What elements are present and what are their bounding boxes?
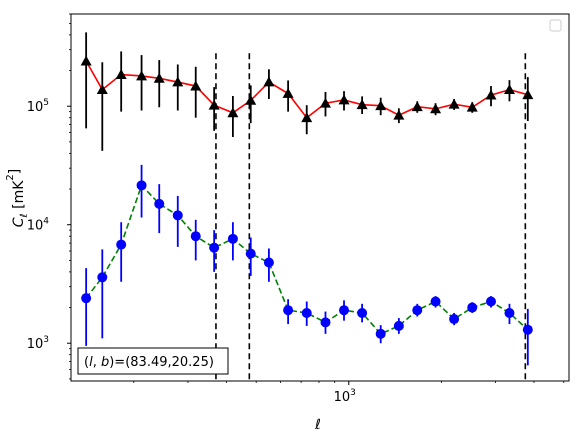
- data-point-triangle: [430, 103, 442, 114]
- data-point-triangle: [319, 97, 331, 108]
- data-point-circle: [136, 180, 147, 191]
- series-1: [80, 32, 534, 151]
- data-point-circle: [522, 324, 533, 335]
- annotation-frame: [77, 347, 229, 375]
- data-point-triangle: [227, 107, 239, 118]
- x-axis-label: ℓ: [314, 417, 321, 433]
- data-point-triangle: [466, 101, 478, 112]
- data-point-circle: [339, 305, 350, 316]
- data-point-circle: [301, 307, 312, 318]
- data-point-triangle: [208, 99, 220, 110]
- data-point-circle: [227, 233, 238, 244]
- annotation-box: (l, b)=(83.49,20.25): [77, 347, 229, 375]
- data-point-circle: [97, 272, 108, 283]
- data-point-triangle: [96, 84, 108, 95]
- data-point-triangle: [393, 109, 405, 120]
- plot-frame: [70, 13, 570, 382]
- data-point-circle: [449, 314, 460, 325]
- data-point-triangle: [338, 94, 350, 105]
- data-point-triangle: [411, 101, 423, 112]
- data-point-circle: [393, 320, 404, 331]
- data-point-circle: [190, 231, 201, 242]
- data-point-triangle: [172, 76, 184, 87]
- data-point-circle: [485, 296, 496, 307]
- data-point-triangle: [503, 84, 515, 95]
- data-point-circle: [283, 305, 294, 316]
- y-axis-label: Cℓ [mK2]: [5, 169, 30, 228]
- data-point-circle: [375, 328, 386, 339]
- data-point-triangle: [356, 99, 368, 110]
- data-point-circle: [209, 242, 220, 253]
- data-point-triangle: [80, 55, 92, 66]
- data-point-circle: [172, 210, 183, 221]
- data-point-triangle: [115, 69, 127, 79]
- series-2: [81, 164, 533, 366]
- data-point-triangle: [245, 94, 257, 105]
- annotation-label: (l, b)=(83.49,20.25): [84, 355, 214, 370]
- data-point-circle: [245, 248, 256, 259]
- data-point-circle: [263, 257, 274, 268]
- data-point-circle: [430, 296, 441, 307]
- data-point-triangle: [136, 70, 148, 81]
- data-point-triangle: [282, 88, 294, 98]
- data-point-triangle: [522, 89, 534, 100]
- data-point-circle: [504, 307, 515, 318]
- data-point-triangle: [375, 100, 387, 111]
- data-point-circle: [154, 198, 165, 209]
- data-point-circle: [467, 302, 478, 313]
- data-point-circle: [412, 305, 423, 316]
- series-layer: [80, 32, 534, 366]
- data-point-circle: [116, 239, 127, 250]
- data-point-circle: [320, 317, 331, 328]
- data-point-triangle: [301, 112, 313, 123]
- data-point-triangle: [263, 76, 275, 87]
- data-point-triangle: [190, 80, 202, 91]
- data-point-circle: [357, 307, 368, 318]
- legend-handle: [549, 19, 562, 32]
- data-point-circle: [81, 293, 92, 304]
- legend-box: [549, 19, 562, 32]
- data-point-triangle: [485, 89, 497, 100]
- data-point-triangle: [448, 98, 460, 109]
- data-point-triangle: [153, 72, 165, 83]
